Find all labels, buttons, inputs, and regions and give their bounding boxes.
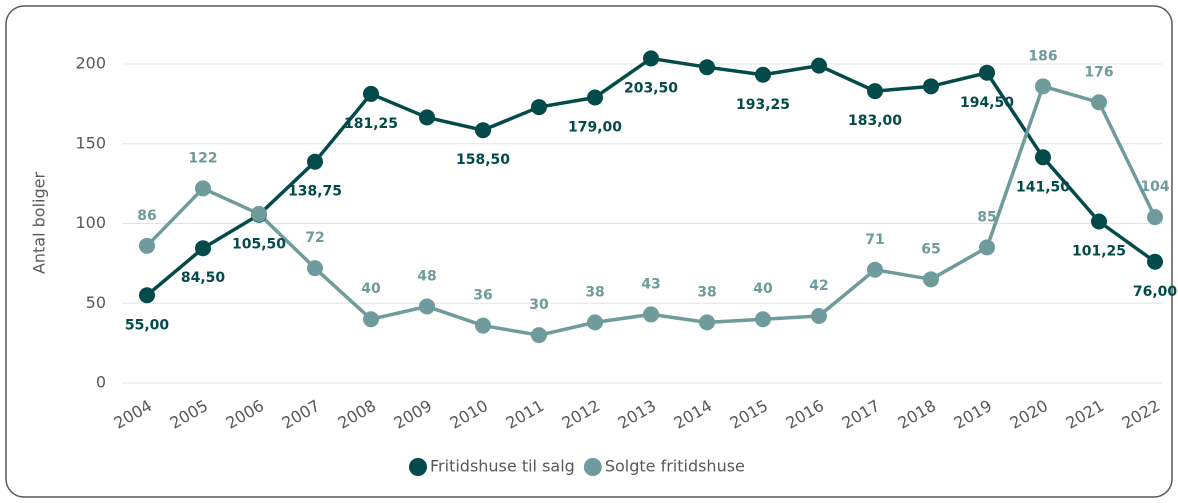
data-point bbox=[195, 240, 211, 257]
y-tick-label: 150 bbox=[75, 133, 106, 152]
data-point bbox=[587, 314, 603, 331]
data-label: 36 bbox=[473, 288, 492, 304]
data-point bbox=[923, 78, 939, 95]
data-label: 30 bbox=[529, 297, 549, 313]
data-label: 181,25 bbox=[344, 116, 398, 132]
data-point bbox=[1091, 94, 1107, 111]
data-label: 122 bbox=[188, 150, 217, 166]
data-point bbox=[643, 50, 659, 67]
legend-marker bbox=[409, 458, 427, 476]
data-label: 104 bbox=[1140, 179, 1169, 195]
data-point bbox=[363, 311, 379, 328]
legend-label: Solgte fritidshuse bbox=[605, 457, 745, 476]
data-label: 176 bbox=[1084, 64, 1113, 80]
data-label: 76,00 bbox=[1133, 284, 1178, 300]
y-tick-label: 100 bbox=[75, 213, 106, 232]
data-label: 43 bbox=[641, 276, 660, 292]
legend-marker bbox=[583, 458, 602, 476]
data-point bbox=[475, 317, 491, 334]
data-point bbox=[1035, 78, 1051, 95]
data-label: 65 bbox=[921, 241, 940, 257]
data-point bbox=[699, 314, 715, 331]
data-point bbox=[307, 260, 323, 277]
y-tick-label: 50 bbox=[86, 293, 106, 312]
data-label: 193,25 bbox=[736, 97, 790, 113]
data-point bbox=[419, 109, 435, 126]
data-point bbox=[139, 287, 155, 304]
data-point bbox=[307, 153, 323, 170]
data-label: 138,75 bbox=[288, 184, 342, 200]
data-point bbox=[475, 122, 491, 139]
data-label: 40 bbox=[361, 281, 381, 297]
data-label: 85 bbox=[977, 209, 996, 225]
data-label: 71 bbox=[865, 232, 884, 248]
data-label: 158,50 bbox=[456, 152, 510, 168]
data-label: 186 bbox=[1028, 48, 1057, 64]
y-tick-label: 0 bbox=[96, 373, 106, 392]
data-point bbox=[811, 308, 827, 325]
data-label: 72 bbox=[305, 230, 324, 246]
data-point bbox=[195, 180, 211, 197]
data-label: 141,50 bbox=[1016, 179, 1070, 195]
data-label: 183,00 bbox=[848, 113, 902, 129]
data-point bbox=[867, 261, 883, 278]
data-point bbox=[867, 83, 883, 100]
data-point bbox=[139, 237, 155, 254]
data-label: 86 bbox=[137, 208, 156, 224]
data-point bbox=[979, 239, 995, 256]
data-point bbox=[251, 205, 267, 222]
data-point bbox=[531, 99, 547, 116]
data-label: 40 bbox=[753, 281, 773, 297]
data-point bbox=[643, 306, 659, 323]
data-label: 38 bbox=[585, 284, 604, 300]
data-label: 42 bbox=[809, 278, 828, 294]
data-point bbox=[1035, 149, 1051, 166]
data-point bbox=[755, 311, 771, 328]
data-label: 55,00 bbox=[125, 317, 170, 333]
data-label: 179,00 bbox=[568, 119, 622, 135]
data-point bbox=[1091, 213, 1107, 230]
data-point bbox=[699, 59, 715, 76]
data-point bbox=[587, 89, 603, 106]
y-tick-label: 200 bbox=[75, 54, 106, 73]
data-label: 101,25 bbox=[1072, 244, 1126, 260]
data-point bbox=[1147, 209, 1163, 226]
data-label: 48 bbox=[417, 268, 436, 284]
data-point bbox=[923, 271, 939, 288]
data-label: 105,50 bbox=[232, 237, 286, 253]
data-label: 194,50 bbox=[960, 95, 1014, 111]
data-point bbox=[363, 85, 379, 102]
data-label: 84,50 bbox=[181, 270, 226, 286]
chart-frame bbox=[5, 5, 1173, 498]
legend-label: Fritidshuse til salg bbox=[430, 457, 575, 476]
data-point bbox=[1147, 253, 1163, 270]
data-point bbox=[979, 64, 995, 81]
data-label: 38 bbox=[697, 284, 716, 300]
data-point bbox=[755, 66, 771, 83]
data-point bbox=[419, 298, 435, 315]
data-point bbox=[531, 327, 547, 344]
y-axis-title: Antal boliger bbox=[30, 172, 49, 275]
data-point bbox=[811, 57, 827, 74]
data-label: 203,50 bbox=[624, 80, 678, 96]
